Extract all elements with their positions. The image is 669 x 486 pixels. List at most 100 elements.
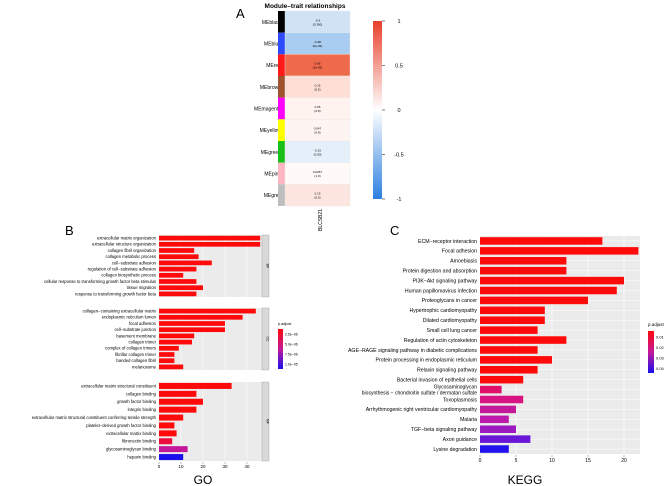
heatmap-cell-value: 0.0057 [313, 170, 323, 174]
kegg-x-tick-label: 10 [549, 458, 555, 464]
heatmap-cell-pvalue: (0.8) [314, 131, 320, 135]
heatmap-cell-pvalue: (1e-03) [313, 66, 323, 70]
panel-letter-b: B [65, 223, 74, 238]
heatmap-row-label: MEblue [264, 42, 281, 48]
kegg-bar [480, 247, 639, 255]
kegg-legend-tick-label: 0.04 [656, 366, 665, 371]
heatmap-cell-value: -0.38 [314, 40, 321, 44]
go-term-label: cell−substrate adhesion [112, 260, 157, 265]
heatmap-cell [284, 184, 351, 207]
kegg-bar [480, 237, 603, 245]
kegg-bar [480, 435, 531, 443]
go-legend-tick-label: 7.5e−06 [285, 353, 298, 357]
go-bar [159, 241, 261, 247]
heatmap-row-label: MEblack [262, 20, 282, 26]
colorbar-tick-label: -0.5 [394, 153, 403, 159]
kegg-bar [480, 415, 509, 424]
heatmap-cell-pvalue: (0.300) [313, 22, 323, 26]
go-x-tick-label: 20 [200, 464, 206, 469]
go-bar [159, 321, 225, 326]
kegg-term-label: Focal adhesion [442, 249, 477, 255]
go-term-label: banded collagen fibril [116, 358, 156, 363]
kegg-bar [480, 296, 588, 305]
go-legend-title: p.adjust [278, 322, 292, 326]
go-bar [159, 260, 212, 266]
go-term-label: collagen binding [126, 391, 157, 396]
heatmap-cell-value: -0.3 [315, 18, 321, 22]
go-legend-tick-label: 5.0e−06 [285, 343, 298, 347]
kegg-term-label: Hypertrophic cardiomyopathy [410, 308, 478, 314]
go-term-label: collagen metabolic process [105, 254, 156, 259]
go-bar [159, 438, 173, 445]
kegg-bar [480, 257, 567, 265]
kegg-bar [480, 405, 516, 414]
go-legend-tick-label: 2.5e−06 [285, 333, 298, 337]
go-bar [159, 406, 197, 413]
go-bar [159, 454, 184, 461]
go-term-label: collagen−containing extracellular matrix [83, 309, 157, 314]
module-trait-heatmap: Module–trait relationships MEblack -0.3(0… [254, 3, 404, 231]
go-bar [159, 333, 195, 339]
heatmap-cell-pvalue: (0.5) [314, 87, 320, 91]
go-facet-label: CC [266, 336, 270, 342]
module-color-swatch [278, 141, 285, 163]
go-bar [159, 352, 175, 357]
go-bar [159, 327, 225, 333]
kegg-term-label: Protein digestion and absorption [403, 268, 478, 274]
go-bar [159, 398, 203, 405]
module-color-swatch [278, 54, 285, 76]
go-term-label: extracellular structure organization [92, 242, 157, 247]
kegg-legend-tick-label: 0.02 [656, 345, 665, 350]
go-term-label: heparin binding [127, 454, 156, 459]
go-term-label: growth factor binding [117, 399, 157, 404]
module-color-swatch [278, 32, 285, 55]
go-term-label: platelet−derived growth factor binding [86, 423, 156, 428]
kegg-term-label: ECM−receptor interaction [418, 239, 477, 245]
kegg-term-label: Amoebiasis [450, 259, 477, 265]
heatmap-cell-pvalue: (0.6) [314, 196, 320, 200]
go-panel-title: GO [194, 473, 213, 486]
go-bar [159, 254, 199, 260]
go-term-label: collagen biosynthetic process [101, 273, 156, 278]
go-legend-tick-label: 1.0e−05 [285, 363, 298, 367]
kegg-term-label: Bacterial invasion of epithelial cells [397, 377, 478, 383]
go-facet-label: BP [266, 264, 270, 269]
module-color-swatch [278, 184, 285, 206]
kegg-x-tick-label: 20 [621, 458, 627, 464]
kegg-bar [480, 375, 524, 384]
go-facet-strip [261, 307, 270, 371]
go-bar [159, 279, 197, 284]
kegg-bar [480, 336, 567, 344]
heatmap-cell-value: -0.15 [314, 148, 321, 152]
go-term-label: extracellular matrix structural constitu… [81, 383, 157, 388]
module-color-swatch [278, 11, 285, 33]
module-color-swatch [278, 76, 285, 98]
go-term-label: cell−substrate junction [114, 327, 156, 332]
go-bar [159, 235, 261, 241]
kegg-bar [480, 326, 538, 334]
go-bar [159, 272, 184, 278]
kegg-bar [480, 366, 538, 374]
go-padjust-colorbar [278, 329, 283, 369]
kegg-term-label: Proteoglycans in cancer [422, 298, 478, 304]
go-bar [159, 291, 197, 297]
go-bar [159, 266, 197, 272]
kegg-bar [480, 425, 516, 433]
kegg-term-label: Axon guidance [443, 437, 477, 443]
heatmap-cell-pvalue: (0.50) [314, 152, 322, 156]
correlation-colorbar [373, 21, 382, 199]
module-color-swatch [278, 119, 285, 141]
go-term-label: regulation of cell−substrate adhesion [88, 267, 157, 272]
kegg-term-label: Relaxin signaling pathway [417, 368, 477, 374]
go-x-tick-label: 0 [158, 464, 161, 469]
kegg-term-label: Human papillomavirus infection [405, 288, 477, 294]
kegg-bar [480, 316, 545, 324]
module-color-swatch [278, 97, 285, 120]
panel-letter-a: A [236, 6, 245, 21]
go-bar [159, 358, 175, 364]
kegg-bar [480, 346, 538, 354]
go-facet-strip [261, 381, 270, 462]
kegg-bar [480, 286, 617, 295]
